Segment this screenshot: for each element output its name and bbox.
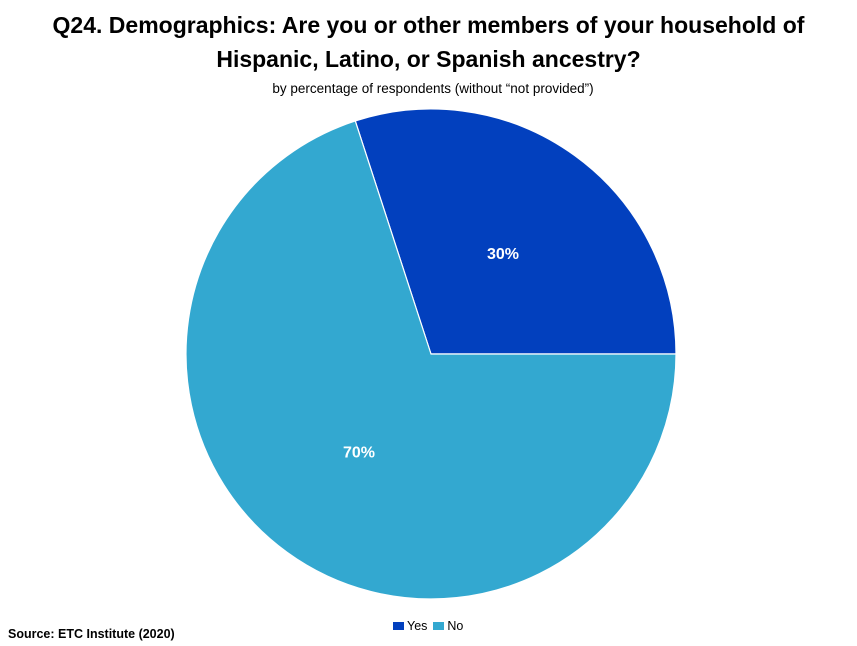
legend-label-yes: Yes [407, 619, 428, 633]
data-label-yes: 30% [487, 246, 519, 263]
pie-slice-yes [354, 108, 677, 355]
pie-slice-no [185, 120, 677, 600]
legend-label-no: No [447, 619, 464, 633]
legend-item-no: No [433, 619, 463, 633]
chart-title: Q24. Demographics: Are you or other memb… [0, 8, 857, 76]
data-label-no: 70% [343, 444, 375, 461]
chart-legend: Yes No [393, 619, 469, 633]
chart-title-line-1: Q24. Demographics: Are you or other memb… [52, 12, 805, 38]
legend-swatch-yes [393, 622, 404, 630]
chart-subtitle: by percentage of respondents (without “n… [272, 81, 594, 96]
chart-title-line-2: Hispanic, Latino, or Spanish ancestry? [216, 46, 641, 72]
legend-item-yes: Yes [393, 619, 427, 633]
source-note: Source: ETC Institute (2020) [8, 627, 175, 641]
legend-swatch-no [433, 622, 445, 630]
